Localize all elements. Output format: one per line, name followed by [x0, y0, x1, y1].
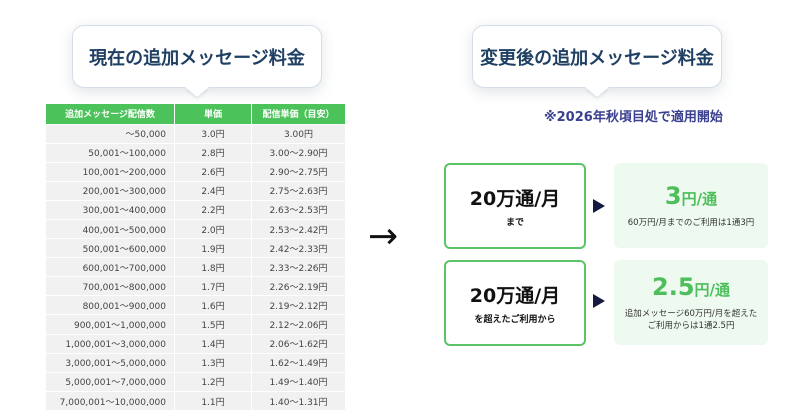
avg-price-cell: 2.63〜2.53円 — [251, 199, 346, 220]
play-triangle-icon — [593, 294, 605, 308]
volume-cell: 1,000,001〜3,000,000 — [46, 333, 175, 354]
volume-cell: 300,001〜400,000 — [46, 199, 175, 220]
tier-1-unit: 円/通 — [681, 189, 718, 208]
tier-2-volume: 20万通/月 — [469, 285, 561, 307]
table-row: 200,001〜300,000 2.4円 2.75〜2.63円 — [46, 180, 346, 201]
tier-2-price-box: 2.5円/通 追加メッセージ60万円/月を超えたご利用からは1通2.5円 — [614, 260, 768, 345]
table-row: 800,001〜900,000 1.6円 2.19〜2.12円 — [46, 295, 346, 315]
avg-price-cell: 2.42〜2.33円 — [251, 238, 346, 258]
avg-price-cell: 2.06〜1.62円 — [251, 333, 346, 354]
avg-price-cell: 1.40〜1.31円 — [251, 390, 346, 411]
tier-1-desc: 60万円/月までのご利用は1通3円 — [627, 217, 755, 228]
unit-price-cell: 1.8円 — [174, 257, 252, 277]
table-row: 700,001〜800,000 1.7円 2.26〜2.19円 — [46, 276, 346, 296]
current-pricing-title: 現在の追加メッセージ料金 — [72, 25, 322, 88]
volume-cell: 3,000,001〜5,000,000 — [46, 352, 175, 373]
unit-price-cell: 3.0円 — [174, 123, 252, 144]
tier-2-condition: を超えたご利用から — [474, 315, 556, 325]
volume-cell: 800,001〜900,000 — [46, 295, 175, 315]
volume-cell: 700,001〜800,000 — [46, 276, 175, 296]
header-volume: 追加メッセージ配信数 — [46, 104, 175, 124]
avg-price-cell: 1.62〜1.49円 — [251, 352, 346, 373]
table-row: 3,000,001〜5,000,000 1.3円 1.62〜1.49円 — [46, 352, 346, 373]
header-avg-price: 配信単価（目安） — [251, 104, 346, 124]
volume-cell: 7,000,001〜10,000,000 — [46, 390, 175, 411]
volume-cell: 200,001〜300,000 — [46, 180, 175, 201]
avg-price-cell: 2.19〜2.12円 — [251, 295, 346, 315]
play-triangle-icon — [593, 199, 605, 213]
avg-price-cell: 3.00円 — [251, 123, 346, 144]
right-arrow-icon: → — [368, 216, 399, 257]
header-unit-price: 単価 — [174, 104, 252, 124]
table-row: 400,001〜500,000 2.0円 2.53〜2.42円 — [46, 218, 346, 239]
avg-price-cell: 2.90〜2.75円 — [251, 161, 346, 182]
unit-price-cell: 1.1円 — [174, 390, 252, 411]
table-row: 100,001〜200,000 2.6円 2.90〜2.75円 — [46, 161, 346, 182]
table-row: 50,001〜100,000 2.8円 3.00〜2.90円 — [46, 142, 346, 163]
unit-price-cell: 2.4円 — [174, 180, 252, 201]
volume-cell: 600,001〜700,000 — [46, 257, 175, 277]
tier-2-desc: 追加メッセージ60万円/月を超えたご利用からは1通2.5円 — [624, 309, 758, 331]
table-row: 300,001〜400,000 2.2円 2.63〜2.53円 — [46, 199, 346, 220]
table-row: 1,000,001〜3,000,000 1.4円 2.06〜1.62円 — [46, 333, 346, 354]
avg-price-cell: 2.53〜2.42円 — [251, 218, 346, 239]
avg-price-cell: 2.26〜2.19円 — [251, 276, 346, 296]
unit-price-cell: 1.4円 — [174, 333, 252, 354]
volume-cell: 5,000,001〜7,000,000 — [46, 371, 175, 392]
table-row: 7,000,001〜10,000,000 1.1円 1.40〜1.31円 — [46, 390, 346, 411]
volume-cell: 100,001〜200,000 — [46, 161, 175, 182]
table-row: 〜50,000 3.0円 3.00円 — [46, 123, 346, 144]
table-row: 900,001〜1,000,000 1.5円 2.12〜2.06円 — [46, 314, 346, 335]
current-pricing-table: 追加メッセージ配信数 単価 配信単価（目安） 〜50,000 3.0円 3.00円 5… — [46, 104, 346, 411]
tier-2-price: 2.5 — [652, 273, 695, 302]
volume-cell: 50,001〜100,000 — [46, 142, 175, 163]
unit-price-cell: 1.5円 — [174, 314, 252, 335]
tier-1-condition: まで — [505, 218, 524, 228]
volume-cell: 900,001〜1,000,000 — [46, 314, 175, 335]
tier-1-price: 3 — [664, 181, 682, 210]
unit-price-cell: 1.2円 — [174, 371, 252, 392]
unit-price-cell: 1.6円 — [174, 295, 252, 315]
avg-price-cell: 2.12〜2.06円 — [251, 314, 346, 335]
avg-price-cell: 1.49〜1.40円 — [251, 371, 346, 392]
unit-price-cell: 2.8円 — [174, 142, 252, 163]
table-row: 500,001〜600,000 1.9円 2.42〜2.33円 — [46, 238, 346, 258]
unit-price-cell: 1.3円 — [174, 352, 252, 373]
tier-1-volume-box: 20万通/月 まで — [444, 163, 586, 249]
unit-price-cell: 2.2円 — [174, 199, 252, 220]
volume-cell: 〜50,000 — [46, 123, 175, 144]
unit-price-cell: 1.7円 — [174, 276, 252, 296]
avg-price-cell: 3.00〜2.90円 — [251, 142, 346, 163]
avg-price-cell: 2.33〜2.26円 — [251, 257, 346, 277]
volume-cell: 500,001〜600,000 — [46, 238, 175, 258]
volume-cell: 400,001〜500,000 — [46, 218, 175, 239]
table-row: 5,000,001〜7,000,000 1.2円 1.49〜1.40円 — [46, 371, 346, 392]
new-pricing-title: 変更後の追加メッセージ料金 — [472, 25, 722, 88]
table-row: 600,001〜700,000 1.8円 2.33〜2.26円 — [46, 257, 346, 277]
tier-1-volume: 20万通/月 — [469, 188, 561, 210]
tier-2-volume-box: 20万通/月 を超えたご利用から — [444, 260, 586, 346]
unit-price-cell: 2.6円 — [174, 161, 252, 182]
unit-price-cell: 1.9円 — [174, 238, 252, 258]
avg-price-cell: 2.75〜2.63円 — [251, 180, 346, 201]
effective-date-note: ※2026年秋頃目処で適用開始 — [544, 110, 723, 125]
unit-price-cell: 2.0円 — [174, 218, 252, 239]
tier-2-unit: 円/通 — [694, 281, 730, 300]
tier-1-price-box: 3円/通 60万円/月までのご利用は1通3円 — [614, 163, 768, 248]
